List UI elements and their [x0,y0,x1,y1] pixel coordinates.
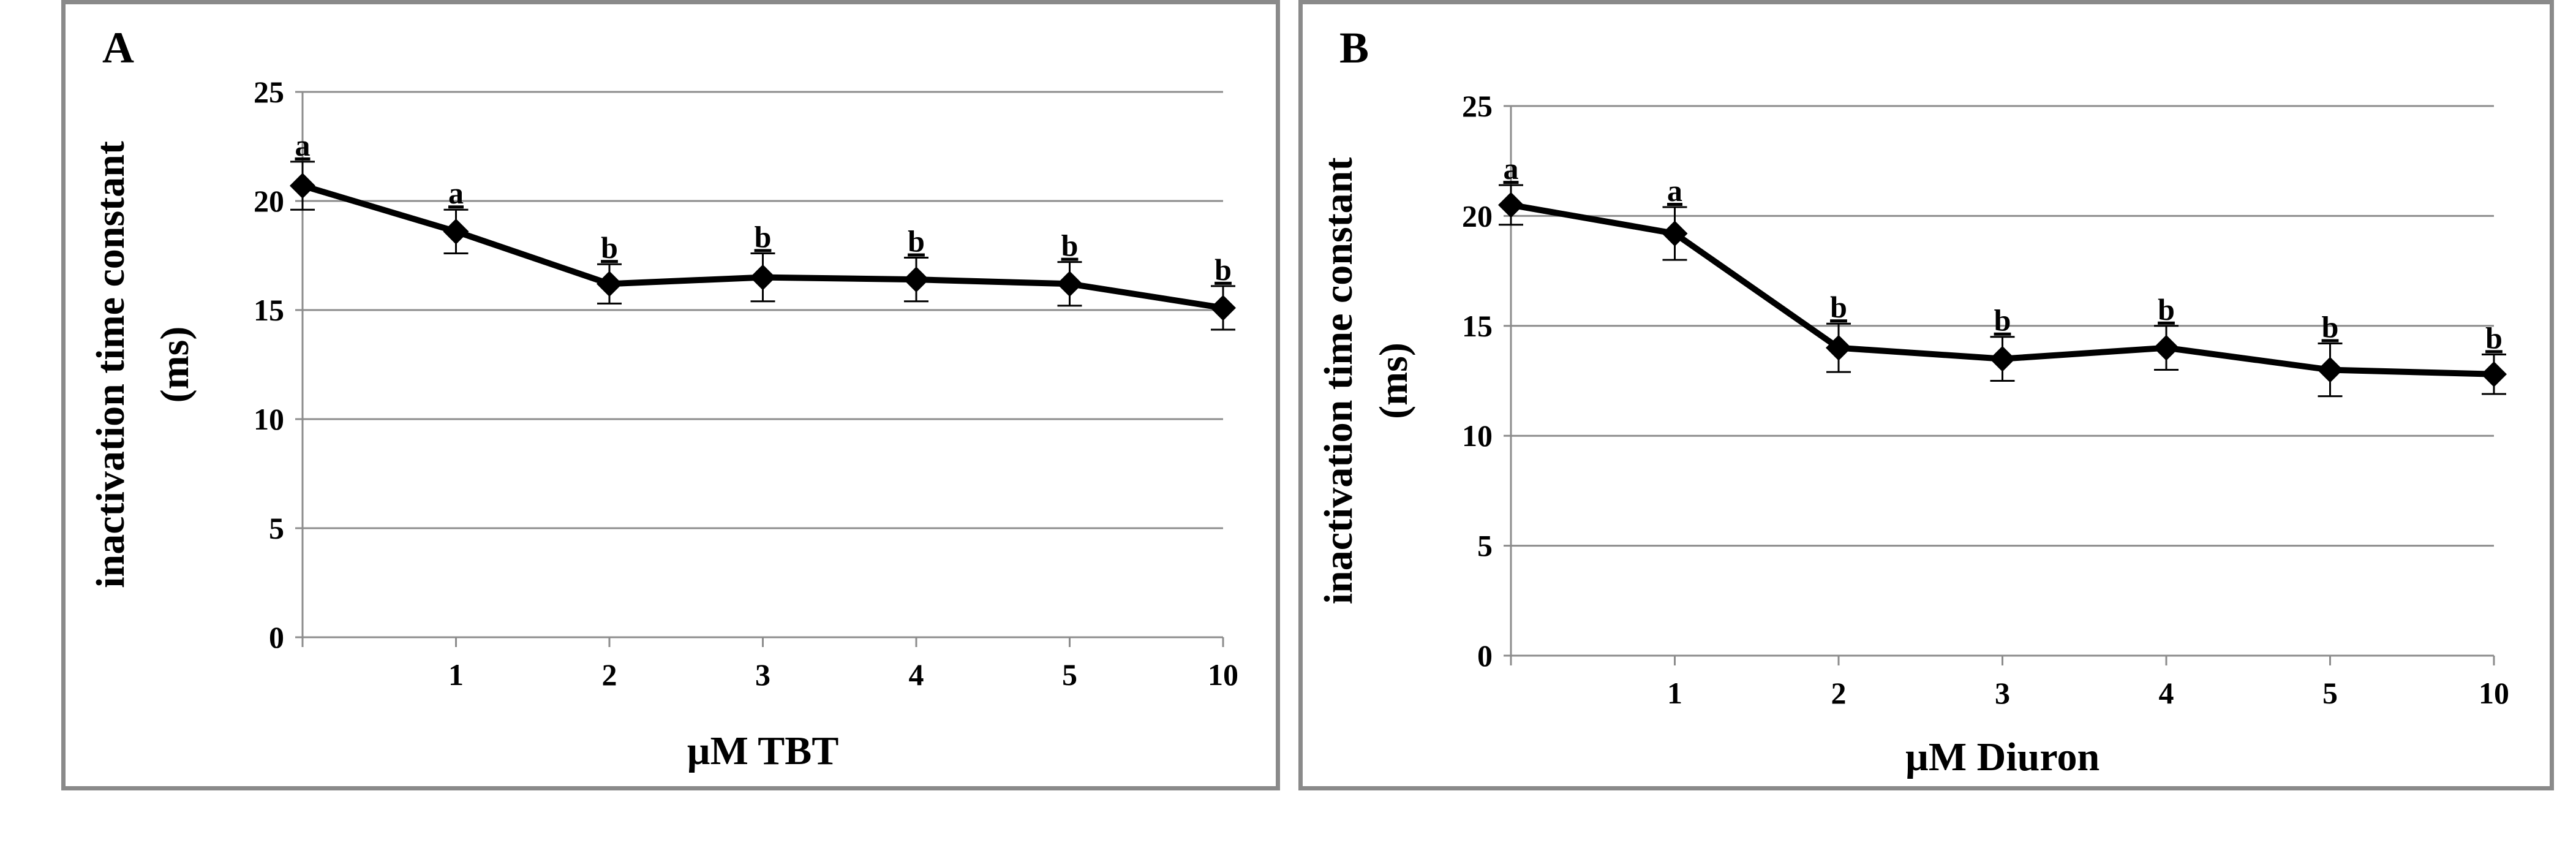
chart-b-x-tick-label: 1 [1667,676,1682,710]
chart-b-y-axis-unit: (ms) [1371,343,1416,419]
chart-b-data-point [2153,335,2179,361]
chart-b-data-point [1498,192,1524,218]
chart-a-y-tick-label: 10 [254,402,284,436]
chart-b-data-point [1826,335,1851,361]
chart-b-x-axis-title: µM Diuron [1905,735,2100,779]
chart-a-y-tick-label: 5 [269,511,284,545]
chart-a-significance-label: a [448,176,464,210]
chart-b-x-tick-label: 4 [2159,676,2174,710]
chart-b-x-tick-label: 3 [1995,676,2010,710]
chart-b-significance-label: a [1667,173,1682,208]
chart-a-data-point [597,271,622,297]
chart-a-data-point [443,218,469,244]
chart-a-significance-label: b [601,230,618,265]
chart-b-significance-label: a [1504,151,1519,186]
chart-b-y-tick-label: 10 [1462,419,1493,453]
chart-b-y-tick-label: 5 [1477,529,1493,563]
chart-b-significance-label: b [1830,290,1847,324]
chart-a-y-tick-label: 20 [254,184,284,218]
chart-b-y-tick-label: 25 [1462,89,1493,123]
chart-b-significance-label: b [2485,320,2503,355]
chart-a-x-tick-label: 2 [602,657,617,692]
chart-panel-b: B 0 5 10 15 20 25 1 2 3 4 5 10 µM Diuron inactivation … [1298,0,2554,790]
chart-a-y-tick-label: 0 [269,620,284,654]
chart-a-x-tick-label: 4 [909,657,924,692]
chart-b-x-tick-label: 10 [2479,676,2509,710]
chart-b-y-tick-label: 20 [1462,199,1493,233]
chart-b-y-tick-label: 15 [1462,309,1493,343]
chart-a-y-axis-unit: (ms) [153,327,197,403]
chart-b-x-tick-label: 5 [2322,676,2338,710]
chart-a-y-tick-label: 15 [254,293,284,327]
chart-b-y-tick-label: 0 [1477,638,1493,673]
chart-a-significance-label: a [295,128,311,162]
chart-b-data-point [1662,221,1688,247]
chart-a-significance-label: b [1061,229,1079,263]
chart-a-significance-label: b [908,224,925,259]
chart-a-data-point [290,173,315,199]
chart-a-panel-letter: A [102,23,134,72]
chart-a-data-point [1210,295,1236,321]
chart-b-significance-label: b [1994,303,2011,338]
chart-b-significance-label: b [2158,292,2175,327]
chart-a-x-tick-label: 5 [1062,657,1077,692]
chart-a-x-tick-label: 10 [1208,657,1238,692]
chart-b-data-point [1989,346,2016,372]
chart-b-x-tick-label: 2 [1831,676,1847,710]
chart-a-svg: A 0 5 10 15 20 25 1 2 3 4 5 10 µM TBT inactivation tim… [88,23,1238,773]
chart-a-y-axis-title: inactivation time constant [88,141,133,588]
chart-b-y-axis-title: inactivation time constant [1316,157,1361,605]
chart-panel-a: A 0 5 10 15 20 25 1 2 3 4 5 10 µM TBT inactivation tim… [61,0,1280,790]
chart-a-data-point [903,267,929,293]
chart-b-panel-letter: B [1339,23,1369,72]
chart-a-significance-label: b [755,219,772,254]
chart-a-x-tick-label: 3 [755,657,770,692]
chart-a-data-point [750,264,776,290]
chart-b-data-point [2317,357,2343,383]
chart-b-significance-label: b [2322,310,2339,344]
chart-b-svg: B 0 5 10 15 20 25 1 2 3 4 5 10 µM Diuron inactivation … [1316,23,2509,779]
chart-a-x-axis-title: µM TBT [687,729,839,773]
chart-a-y-tick-label: 25 [254,75,284,109]
chart-a-significance-label: b [1215,252,1232,287]
chart-b-data-point [2481,361,2507,387]
chart-a-data-point [1056,271,1083,297]
chart-a-x-tick-label: 1 [448,657,464,692]
